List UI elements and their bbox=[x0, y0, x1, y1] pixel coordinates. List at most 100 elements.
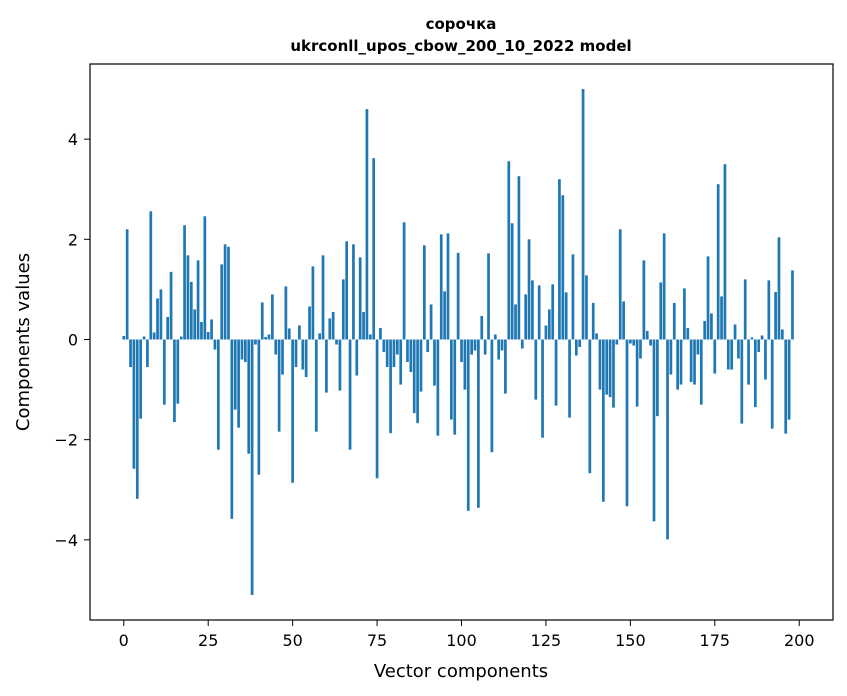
bar-181 bbox=[733, 324, 737, 340]
bar-189 bbox=[760, 335, 764, 340]
bar-67 bbox=[348, 339, 352, 450]
bar-143 bbox=[605, 339, 609, 395]
bar-103 bbox=[470, 339, 473, 355]
bar-106 bbox=[480, 315, 484, 340]
bar-138 bbox=[588, 339, 592, 474]
bar-118 bbox=[520, 339, 524, 349]
bar-80 bbox=[392, 339, 396, 368]
bar-154 bbox=[642, 260, 646, 340]
bar-183 bbox=[740, 339, 744, 424]
bar-13 bbox=[166, 316, 170, 340]
bar-94 bbox=[439, 234, 443, 340]
bar-101 bbox=[463, 339, 467, 390]
bar-25 bbox=[206, 331, 210, 340]
bar-124 bbox=[541, 339, 544, 438]
bar-19 bbox=[186, 255, 190, 340]
bar-159 bbox=[659, 282, 663, 340]
bar-14 bbox=[169, 271, 173, 340]
bar-85 bbox=[409, 339, 413, 373]
bar-116 bbox=[514, 304, 517, 340]
bar-65 bbox=[341, 279, 345, 340]
bar-198 bbox=[791, 270, 794, 340]
bar-68 bbox=[352, 244, 355, 340]
bar-130 bbox=[561, 195, 565, 340]
chart-title: сорочка bbox=[426, 15, 497, 33]
bar-1 bbox=[125, 229, 129, 340]
bar-121 bbox=[531, 280, 534, 340]
bar-5 bbox=[139, 339, 143, 419]
bar-186 bbox=[750, 337, 754, 340]
bar-56 bbox=[311, 266, 315, 340]
bar-174 bbox=[710, 313, 713, 340]
bar-137 bbox=[585, 275, 588, 340]
bar-44 bbox=[271, 294, 274, 340]
bar-62 bbox=[331, 311, 335, 340]
bar-115 bbox=[510, 223, 514, 340]
bar-139 bbox=[591, 302, 595, 340]
bar-6 bbox=[142, 336, 146, 340]
x-tick-label: 50 bbox=[282, 631, 302, 650]
bar-123 bbox=[537, 285, 541, 340]
bar-102 bbox=[466, 339, 470, 511]
bar-170 bbox=[696, 339, 700, 355]
bar-26 bbox=[210, 319, 213, 340]
bar-168 bbox=[689, 339, 693, 383]
bar-182 bbox=[737, 339, 740, 359]
bar-132 bbox=[568, 339, 571, 418]
bar-27 bbox=[213, 339, 217, 350]
y-tick-label: 2 bbox=[68, 230, 78, 249]
bar-90 bbox=[426, 339, 430, 353]
bar-107 bbox=[483, 339, 487, 355]
bar-81 bbox=[395, 339, 399, 355]
bar-91 bbox=[429, 304, 433, 340]
bar-10 bbox=[156, 298, 159, 340]
x-tick-label: 25 bbox=[198, 631, 218, 650]
bar-45 bbox=[274, 339, 278, 355]
bar-192 bbox=[770, 339, 774, 429]
bar-165 bbox=[679, 339, 683, 385]
bar-127 bbox=[551, 284, 555, 340]
bar-193 bbox=[774, 291, 777, 340]
bar-97 bbox=[450, 339, 453, 420]
bar-72 bbox=[365, 109, 369, 340]
bar-113 bbox=[504, 339, 507, 394]
bar-135 bbox=[578, 339, 582, 348]
bar-188 bbox=[757, 339, 761, 353]
bar-151 bbox=[632, 339, 636, 346]
bar-2 bbox=[129, 339, 132, 368]
bar-40 bbox=[257, 339, 261, 475]
bar-185 bbox=[747, 339, 750, 385]
bar-157 bbox=[652, 339, 656, 522]
bar-179 bbox=[726, 339, 730, 370]
bar-112 bbox=[500, 339, 504, 351]
bar-99 bbox=[456, 252, 460, 340]
bar-184 bbox=[743, 279, 747, 340]
bar-74 bbox=[372, 158, 376, 340]
bar-162 bbox=[669, 339, 673, 375]
bar-83 bbox=[402, 222, 406, 340]
bar-84 bbox=[406, 339, 409, 363]
bar-150 bbox=[629, 339, 632, 344]
bar-7 bbox=[146, 339, 149, 368]
bar-79 bbox=[389, 339, 392, 434]
bar-59 bbox=[321, 255, 325, 340]
bar-136 bbox=[581, 89, 585, 340]
bar-22 bbox=[196, 260, 200, 340]
bar-4 bbox=[135, 339, 139, 499]
bar-76 bbox=[379, 327, 382, 340]
bar-96 bbox=[446, 233, 450, 340]
bar-108 bbox=[487, 253, 490, 340]
bar-17 bbox=[179, 336, 183, 340]
bar-18 bbox=[183, 225, 186, 340]
bar-30 bbox=[223, 244, 227, 340]
bar-104 bbox=[473, 339, 477, 351]
bar-144 bbox=[608, 339, 612, 398]
bar-12 bbox=[162, 339, 166, 405]
bar-33 bbox=[233, 339, 237, 410]
bar-24 bbox=[203, 216, 207, 340]
x-axis: 0 25 50 75 100 125 150 175 200 bbox=[119, 620, 815, 650]
bar-141 bbox=[598, 339, 602, 390]
bar-131 bbox=[564, 292, 568, 340]
